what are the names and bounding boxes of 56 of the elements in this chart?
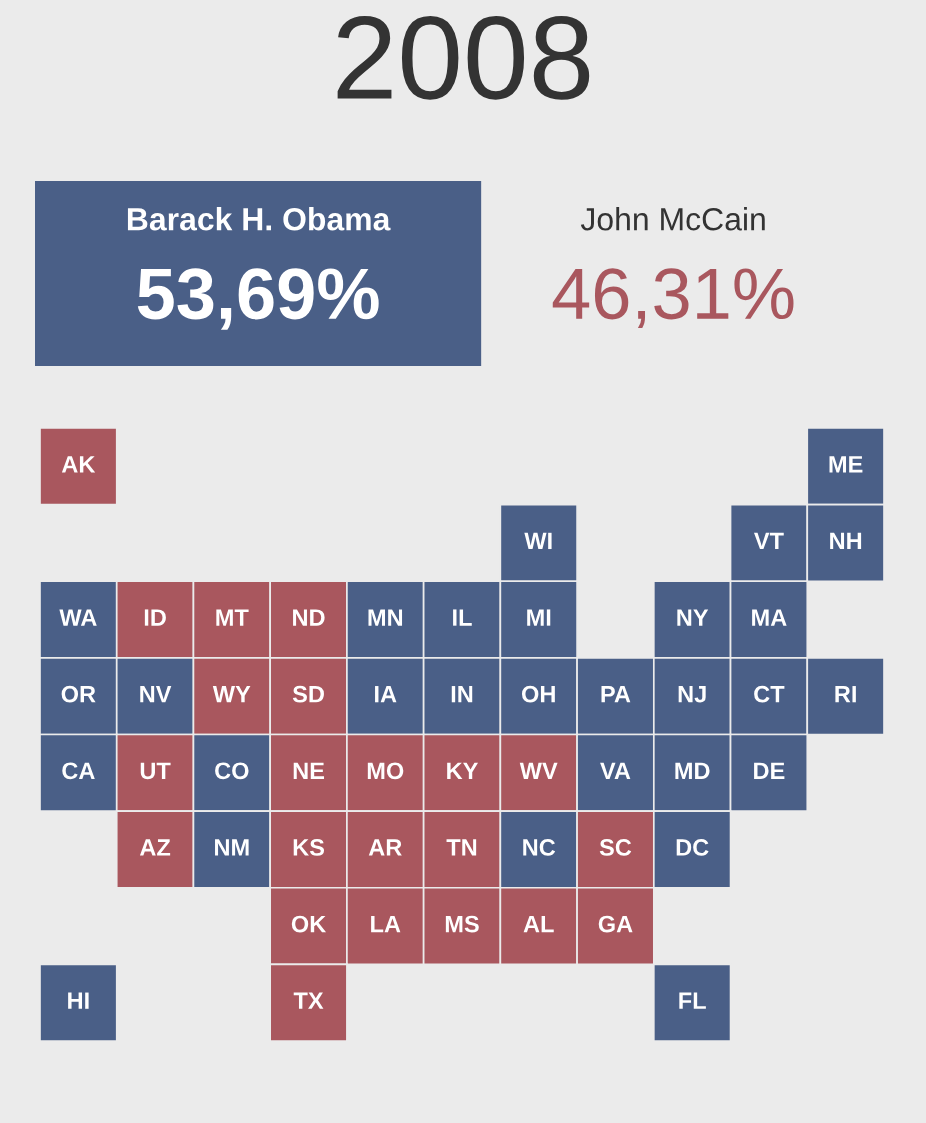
text: HI bbox=[68, 992, 89, 1009]
text: NE bbox=[293, 762, 325, 779]
text: AK bbox=[61, 456, 96, 473]
text: SC bbox=[599, 839, 632, 856]
text: MA bbox=[752, 609, 787, 626]
text: WY bbox=[212, 686, 251, 703]
text: CA bbox=[62, 762, 95, 780]
text: OH bbox=[521, 685, 555, 703]
category-label: John McCain bbox=[580, 207, 765, 231]
text: CO bbox=[215, 762, 249, 780]
category-label: Barack H. Obama bbox=[127, 207, 391, 231]
text: SD bbox=[292, 685, 324, 703]
text: 2008 bbox=[337, 16, 590, 100]
text: ME bbox=[829, 456, 863, 473]
text: MT bbox=[216, 609, 249, 626]
text: TN bbox=[446, 839, 477, 856]
text: KS bbox=[293, 839, 325, 856]
text: UT bbox=[140, 762, 171, 780]
text: AR bbox=[368, 839, 402, 856]
text: DC bbox=[676, 839, 709, 856]
text: MD bbox=[675, 762, 710, 779]
text: NJ bbox=[678, 686, 706, 703]
text: NY bbox=[677, 609, 709, 626]
text: AZ bbox=[139, 839, 171, 856]
text: NC bbox=[523, 839, 556, 856]
text: MN bbox=[368, 609, 403, 626]
data-label: 46,31% bbox=[552, 268, 794, 328]
text: VT bbox=[753, 532, 784, 550]
text: IL bbox=[453, 609, 472, 626]
text: FL bbox=[679, 992, 706, 1009]
text: RI bbox=[835, 686, 856, 703]
text: VA bbox=[600, 762, 631, 779]
text: OK bbox=[291, 915, 327, 933]
text: GA bbox=[598, 915, 633, 933]
text: MO bbox=[367, 762, 404, 780]
text: WA bbox=[59, 609, 97, 626]
text: NH bbox=[830, 532, 862, 550]
text: KY bbox=[447, 762, 479, 779]
text: WI bbox=[524, 532, 552, 550]
text: NM bbox=[215, 839, 249, 856]
text: MI bbox=[527, 609, 551, 626]
data-label: 53,69% bbox=[137, 268, 379, 330]
text: TX bbox=[293, 992, 324, 1009]
text: WV bbox=[519, 762, 558, 779]
text: DE bbox=[754, 762, 785, 779]
text: MS bbox=[445, 915, 479, 933]
text: IN bbox=[451, 686, 473, 703]
text: CT bbox=[754, 685, 785, 703]
text: AL bbox=[523, 915, 554, 933]
text: IA bbox=[375, 686, 397, 703]
text: NV bbox=[140, 686, 172, 703]
text: ID bbox=[144, 609, 166, 626]
text: PA bbox=[601, 686, 631, 703]
text: ND bbox=[293, 609, 325, 626]
text: LA bbox=[371, 915, 401, 933]
text: OR bbox=[61, 685, 96, 703]
